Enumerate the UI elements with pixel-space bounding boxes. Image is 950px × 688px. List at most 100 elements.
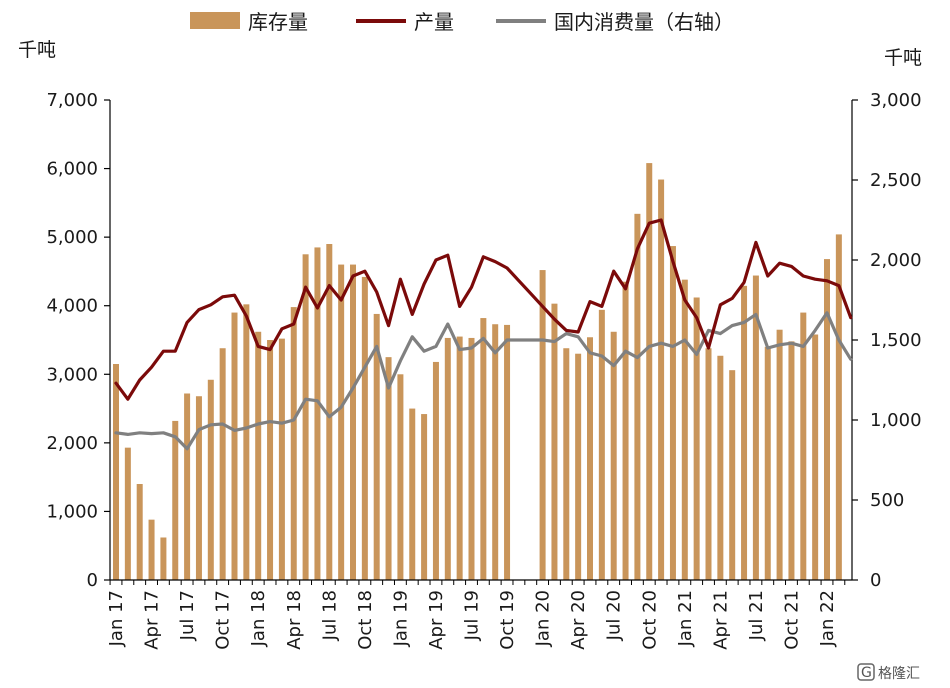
inventory-bar — [658, 179, 665, 581]
y-right-tick-label: 2,000 — [870, 250, 922, 271]
inventory-bar — [456, 336, 463, 580]
inventory-bar — [788, 341, 795, 580]
x-tick-label: Oct 19 — [497, 590, 518, 650]
inventory-bar — [729, 370, 736, 580]
inventory-bar — [551, 303, 558, 580]
inventory-bar — [243, 304, 250, 580]
legend: 库存量 产量 国内消费量（右轴） — [190, 10, 734, 34]
x-tick-label: Oct 21 — [781, 590, 802, 650]
inventory-bar — [397, 374, 404, 580]
series-lines — [114, 218, 853, 451]
y-left-tick-label: 1,000 — [46, 501, 98, 522]
inventory-bar — [741, 285, 748, 580]
inventory-bar — [184, 393, 191, 580]
y-right-tick-label: 1,000 — [870, 410, 922, 431]
x-tick-label: Jan 22 — [817, 590, 838, 647]
inventory-bar — [669, 246, 676, 580]
x-tick-label: Jul 17 — [177, 590, 198, 641]
legend-label-consumption: 国内消费量（右轴） — [554, 10, 734, 34]
x-tick-label: Jul 19 — [462, 590, 483, 641]
inventory-bar — [634, 213, 641, 580]
y-left-tick-labels: 0 1,000 2,000 3,000 4,000 5,000 6,000 7,000 — [46, 90, 98, 591]
inventory-bar — [812, 334, 819, 580]
inventory-bar — [563, 348, 570, 580]
x-tick-label: Apr 19 — [426, 590, 447, 650]
inventory-bar — [231, 312, 238, 580]
watermark-logo-letter: G — [861, 665, 872, 681]
inventory-bar — [622, 281, 629, 580]
y-left-tick-label: 0 — [87, 570, 98, 591]
inventory-bar — [113, 364, 119, 580]
x-tick-label: Oct 18 — [355, 590, 376, 650]
inventory-bar — [587, 337, 593, 580]
y-left-tick-label: 2,000 — [46, 433, 98, 454]
y-left-tick-label: 6,000 — [46, 159, 98, 180]
legend-swatch-inventory — [190, 12, 240, 29]
y-right-unit: 千吨 — [884, 47, 922, 69]
inventory-bar — [752, 275, 759, 580]
x-tick-label: Jan 19 — [390, 590, 411, 647]
x-tick-label: Apr 20 — [568, 590, 589, 650]
inventory-bar — [693, 297, 700, 580]
inventory-bar — [302, 254, 309, 581]
inventory-bar — [421, 414, 428, 580]
watermark-logo-icon — [857, 663, 875, 681]
inventory-bar — [681, 279, 688, 580]
x-tick-label: Apr 18 — [284, 590, 305, 650]
inventory-bar — [480, 318, 487, 580]
inventory-bar — [539, 270, 546, 580]
inventory-bar — [385, 357, 392, 580]
y-right-tick-label: 2,500 — [870, 170, 922, 191]
inventory-bar — [160, 537, 167, 580]
legend-label-production: 产量 — [414, 10, 454, 34]
inventory-bar — [575, 353, 582, 580]
inventory-bar — [835, 234, 842, 580]
consumption-line — [114, 311, 853, 451]
y-left-tick-label: 3,000 — [46, 364, 98, 385]
inventory-bar — [195, 396, 202, 580]
inventory-bar — [136, 484, 143, 580]
inventory-bar — [219, 348, 226, 580]
inventory-bar — [705, 348, 712, 580]
y-left-unit: 千吨 — [18, 39, 56, 61]
x-tick-label: Jan 18 — [248, 590, 269, 647]
inventory-bars — [113, 163, 842, 581]
inventory-bar — [326, 244, 333, 580]
inventory-bar — [124, 447, 131, 580]
x-tick-label: Jul 21 — [746, 590, 767, 641]
inventory-bar — [361, 276, 368, 580]
y-right-tick-labels: 0 500 1,000 1,500 2,000 2,500 3,000 — [870, 90, 922, 591]
inventory-bar — [350, 264, 356, 580]
inventory-bar — [207, 379, 214, 580]
inventory-bar — [598, 309, 605, 580]
inventory-bar — [373, 313, 380, 580]
inventory-bar — [824, 259, 830, 580]
y-left-tick-label: 4,000 — [46, 296, 98, 317]
x-tick-label: Oct 20 — [639, 590, 660, 650]
x-tick-label: Jul 18 — [319, 590, 340, 641]
x-tick-label: Apr 17 — [142, 590, 163, 650]
inventory-bar — [432, 361, 439, 580]
y-right-tick-label: 3,000 — [870, 90, 922, 111]
production-line — [114, 218, 853, 401]
inventory-bar — [267, 340, 274, 580]
x-tick-label: Apr 21 — [710, 590, 731, 650]
y-right-tick-label: 0 — [870, 570, 881, 591]
inventory-bar — [610, 331, 617, 580]
inventory-bar — [278, 338, 285, 580]
inventory-bar — [468, 337, 475, 580]
x-tick-labels: Jan 17 Apr 17 Jul 17 Oct 17 Jan 18 Apr 18 Jul … — [106, 590, 838, 650]
inventory-bar — [764, 346, 771, 580]
inventory-bar — [338, 264, 345, 580]
x-tick-label: Jul 20 — [604, 590, 625, 641]
inventory-bar — [444, 337, 451, 580]
inventory-bar — [409, 408, 416, 580]
x-tick-label: Oct 17 — [213, 590, 234, 650]
y-right-tick-label: 1,500 — [870, 330, 922, 351]
watermark: G 格隆汇 — [857, 663, 920, 682]
inventory-bar — [255, 331, 262, 580]
x-tick-label: Jan 20 — [533, 590, 554, 647]
inventory-bar — [646, 163, 653, 580]
x-tick-label: Jan 17 — [106, 590, 127, 647]
